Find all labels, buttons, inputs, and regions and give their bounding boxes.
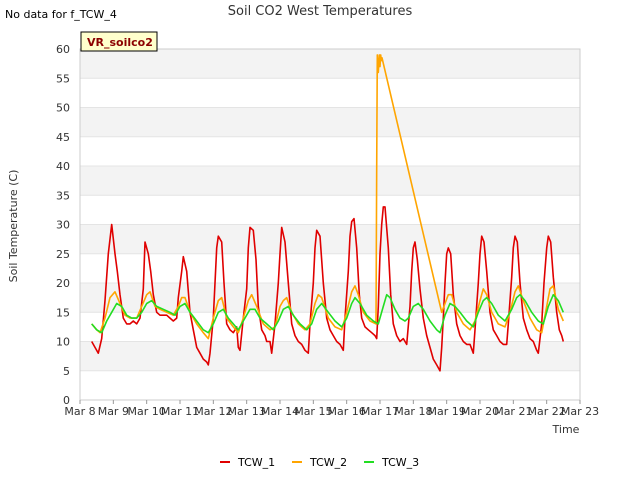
no-data-note: No data for f_TCW_4 [5,8,117,21]
y-tick-label: 50 [56,102,70,115]
chart-badge: VR_soilco2 [80,31,158,52]
y-tick-label: 40 [56,160,70,173]
x-tick-label: Mar 11 [161,405,199,418]
x-tick-label: Mar 8 [64,405,95,418]
legend-label-tcw_1: TCW_1 [237,456,275,469]
y-tick-label: 60 [56,43,70,56]
series-lines [91,54,565,372]
x-tick-label: Mar 18 [394,405,432,418]
y-tick-label: 25 [56,248,70,261]
badge-text: VR_soilco2 [87,36,153,49]
x-tick-label: Mar 9 [98,405,129,418]
y-tick-label: 5 [63,365,70,378]
x-tick-label: Mar 21 [494,405,532,418]
y-tick-label: 10 [56,336,70,349]
plot-bands [80,49,580,371]
legend: TCW_1 TCW_2 TCW_3 [220,456,419,469]
x-tick-label: Mar 17 [361,405,399,418]
y-tick-label: 20 [56,277,70,290]
x-tick-label: Mar 10 [128,405,166,418]
y-tick-label: 15 [56,306,70,319]
y-tick-label: 30 [56,219,70,232]
y-axis-ticks: 0 5 10 15 20 25 30 35 40 45 50 55 60 [56,43,70,407]
x-tick-label: Mar 14 [261,405,299,418]
y-tick-label: 0 [63,394,70,407]
chart-title: Soil CO2 West Temperatures [228,4,413,19]
y-axis-label: Soil Temperature (C) [7,170,20,283]
x-tick-label: Mar 19 [428,405,466,418]
grid-band [80,224,580,254]
y-tick-label: 55 [56,72,70,85]
x-tick-label: Mar 15 [294,405,332,418]
legend-label-tcw_2: TCW_2 [309,456,347,469]
grid-band [80,283,580,313]
plot-frame [79,48,581,401]
grid-band [80,341,580,371]
grid-band [80,49,580,79]
x-tick-label: Mar 22 [528,405,566,418]
series-line-tcw_3 [91,293,565,334]
grid-band [80,107,580,137]
x-tick-label: Mar 16 [328,405,366,418]
x-tick-label: Mar 12 [194,405,232,418]
series-line-tcw_1 [91,206,565,372]
x-axis-label: Time [552,423,580,436]
y-tick-label: 45 [56,131,70,144]
x-tick-label: Mar 20 [461,405,499,418]
x-tick-label: Mar 23 [561,405,599,418]
y-tick-label: 35 [56,189,70,202]
series-line-tcw_2 [91,54,565,340]
x-tick-label: Mar 13 [228,405,266,418]
legend-label-tcw_3: TCW_3 [381,456,419,469]
grid-band [80,166,580,196]
